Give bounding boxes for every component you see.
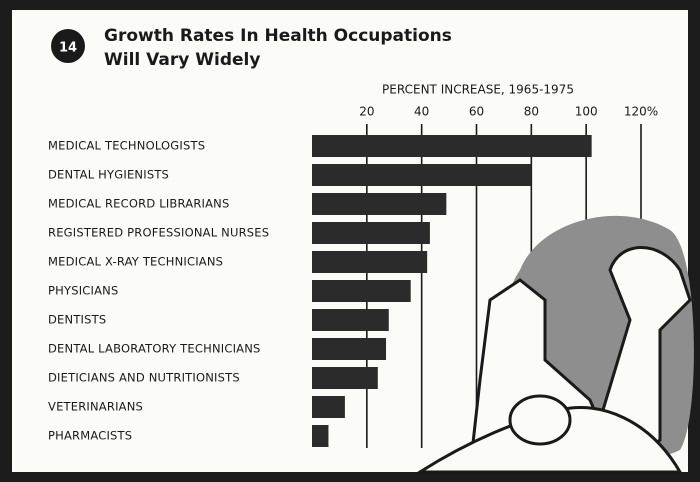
category-label: MEDICAL X-RAY TECHNICIANS <box>48 255 223 269</box>
x-tick-label: 20 <box>359 105 374 119</box>
category-label: VETERINARIANS <box>48 400 143 414</box>
category-label: MEDICAL RECORD LIBRARIANS <box>48 197 229 211</box>
bar <box>312 309 389 331</box>
bar <box>312 222 430 244</box>
category-label: REGISTERED PROFESSIONAL NURSES <box>48 226 269 240</box>
chart-number: 14 <box>59 41 77 56</box>
bar <box>312 396 345 418</box>
x-axis-label: PERCENT INCREASE, 1965-1975 <box>382 83 574 97</box>
x-tick-label: 120% <box>624 105 658 119</box>
category-label: PHARMACISTS <box>48 429 132 443</box>
category-label: DENTISTS <box>48 313 106 327</box>
chart-title: Will Vary Widely <box>104 50 260 70</box>
category-label: PHYSICIANS <box>48 284 119 298</box>
category-label: DIETICIANS AND NUTRITIONISTS <box>48 371 240 385</box>
x-tick-label: 40 <box>414 105 429 119</box>
category-label: DENTAL HYGIENISTS <box>48 168 169 182</box>
chart: 14 Growth Rates In Health Occupations Wi… <box>0 0 700 482</box>
bar <box>312 193 446 215</box>
bar <box>312 280 411 302</box>
bar <box>312 135 592 157</box>
bar <box>312 367 378 389</box>
head <box>510 396 570 444</box>
x-tick-label: 60 <box>469 105 484 119</box>
bar <box>312 425 328 447</box>
bar <box>312 338 386 360</box>
chart-title: Growth Rates In Health Occupations <box>104 26 452 46</box>
bar <box>312 164 531 186</box>
x-tick-label: 80 <box>524 105 539 119</box>
category-label: MEDICAL TECHNOLOGISTS <box>48 139 205 153</box>
bar <box>312 251 427 273</box>
x-tick-label: 100 <box>575 105 598 119</box>
category-label: DENTAL LABORATORY TECHNICIANS <box>48 342 261 356</box>
